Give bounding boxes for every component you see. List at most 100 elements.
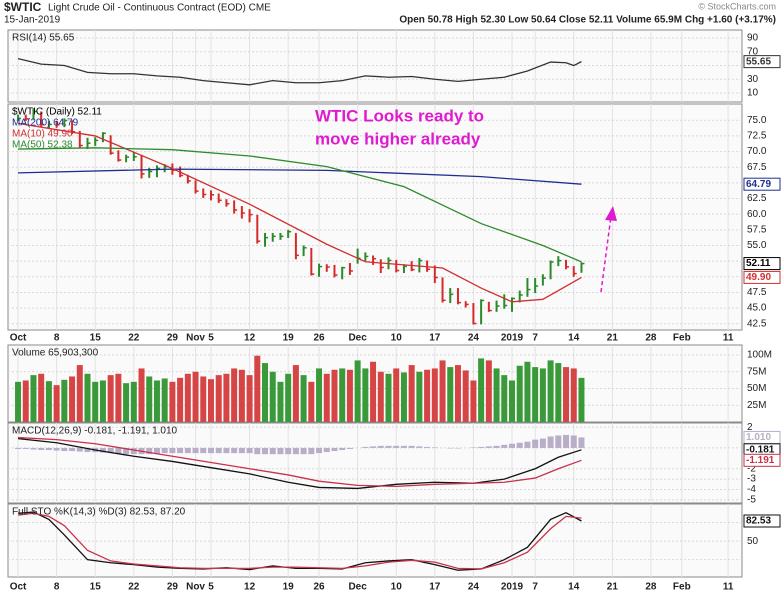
bar: [447, 447, 454, 449]
x-tick-label: 8: [54, 333, 60, 344]
x-tick-label: Dec: [348, 582, 367, 593]
bar: [138, 368, 145, 422]
bar: [38, 373, 45, 422]
x-tick-label: 26: [313, 333, 325, 344]
bar: [377, 445, 384, 448]
bar: [38, 447, 45, 451]
bar: [161, 447, 168, 454]
x-tick-label: 12: [244, 333, 256, 344]
bar: [408, 365, 415, 422]
bar: [200, 376, 207, 422]
x-tick-label: 11: [723, 333, 734, 344]
bar: [123, 447, 130, 455]
bar: [254, 355, 261, 422]
bar: [184, 447, 191, 454]
bar: [539, 368, 546, 422]
y-tick-label: 67.5: [747, 162, 767, 173]
bar: [439, 360, 446, 422]
bar: [277, 381, 284, 422]
bar: [501, 444, 508, 448]
bar: [192, 447, 199, 454]
bar: [246, 447, 253, 454]
x-tick-label: 21: [607, 333, 619, 344]
bar: [69, 447, 76, 452]
bar: [115, 373, 122, 422]
bar: [200, 447, 207, 454]
bar: [99, 447, 106, 453]
series-line: [18, 147, 582, 263]
value-box: [743, 453, 781, 467]
value-label: 64.79: [746, 179, 771, 190]
bar: [231, 447, 238, 454]
bar: [555, 435, 562, 448]
bar: [99, 380, 106, 422]
value-label: 49.90: [746, 272, 771, 283]
bar: [22, 447, 29, 449]
bar: [385, 373, 392, 422]
y-tick-label: 55.0: [747, 240, 767, 251]
x-tick-label: 22: [128, 582, 140, 593]
x-tick-label: Feb: [673, 582, 691, 593]
bar: [316, 447, 323, 454]
bar: [524, 441, 531, 448]
value-label: 82.53: [746, 516, 771, 527]
x-tick-label: Nov: [186, 333, 205, 344]
bar: [84, 373, 91, 422]
legend-entry: MA(50) 52.38: [12, 140, 73, 151]
bar: [362, 446, 369, 448]
bar: [69, 376, 76, 422]
value-label: -1.191: [746, 455, 775, 466]
bar: [485, 360, 492, 422]
bar: [563, 367, 570, 422]
bar: [346, 447, 353, 449]
x-tick-label: 14: [568, 333, 580, 344]
y-tick-label: 90: [747, 33, 759, 44]
bar: [485, 446, 492, 448]
value-label: 52.11: [746, 258, 771, 269]
bar: [292, 365, 299, 422]
bar: [207, 447, 214, 454]
panel-title: Full STO %K(14,3) %D(3) 82.53, 87.20: [12, 507, 186, 518]
panel-frame: [7, 422, 743, 504]
series-line: [17, 122, 582, 303]
bar: [30, 447, 37, 450]
bar: [76, 447, 83, 452]
bar: [61, 379, 68, 422]
bar: [76, 365, 83, 422]
bar: [447, 367, 454, 422]
bar: [246, 375, 253, 422]
x-tick-label: 29: [167, 582, 179, 593]
x-tick-label: 7: [532, 582, 538, 593]
bar: [400, 445, 407, 448]
x-tick-label: 10: [391, 333, 403, 344]
panel: 42.545.047.550.052.555.057.560.062.565.0…: [7, 103, 781, 331]
bar: [354, 360, 361, 422]
legend-entry: $WTIC (Daily) 52.11: [12, 107, 102, 118]
bar: [547, 436, 554, 448]
bar: [107, 447, 114, 454]
arrow-shaft: [600, 215, 612, 293]
bar: [269, 371, 276, 422]
bar: [539, 438, 546, 448]
bar: [416, 446, 423, 448]
bar: [207, 379, 214, 422]
y-tick-label: 50: [747, 536, 759, 547]
x-tick-label: 2019: [501, 333, 524, 344]
bar: [45, 381, 52, 422]
value-box: [743, 514, 781, 528]
y-tick-label: 75.0: [747, 115, 767, 126]
bar: [578, 437, 585, 448]
x-tick-label: Dec: [348, 333, 367, 344]
bar: [30, 375, 37, 422]
bar: [424, 446, 431, 448]
x-tick-label: 12: [244, 582, 256, 593]
bar: [424, 369, 431, 422]
x-tick-label: 28: [645, 582, 657, 593]
legend-entry: MA(200) 64.79: [12, 118, 79, 129]
bar: [323, 373, 330, 422]
bar: [385, 445, 392, 448]
x-tick-label: 15: [90, 582, 102, 593]
bar: [153, 447, 160, 454]
bar: [92, 381, 99, 422]
